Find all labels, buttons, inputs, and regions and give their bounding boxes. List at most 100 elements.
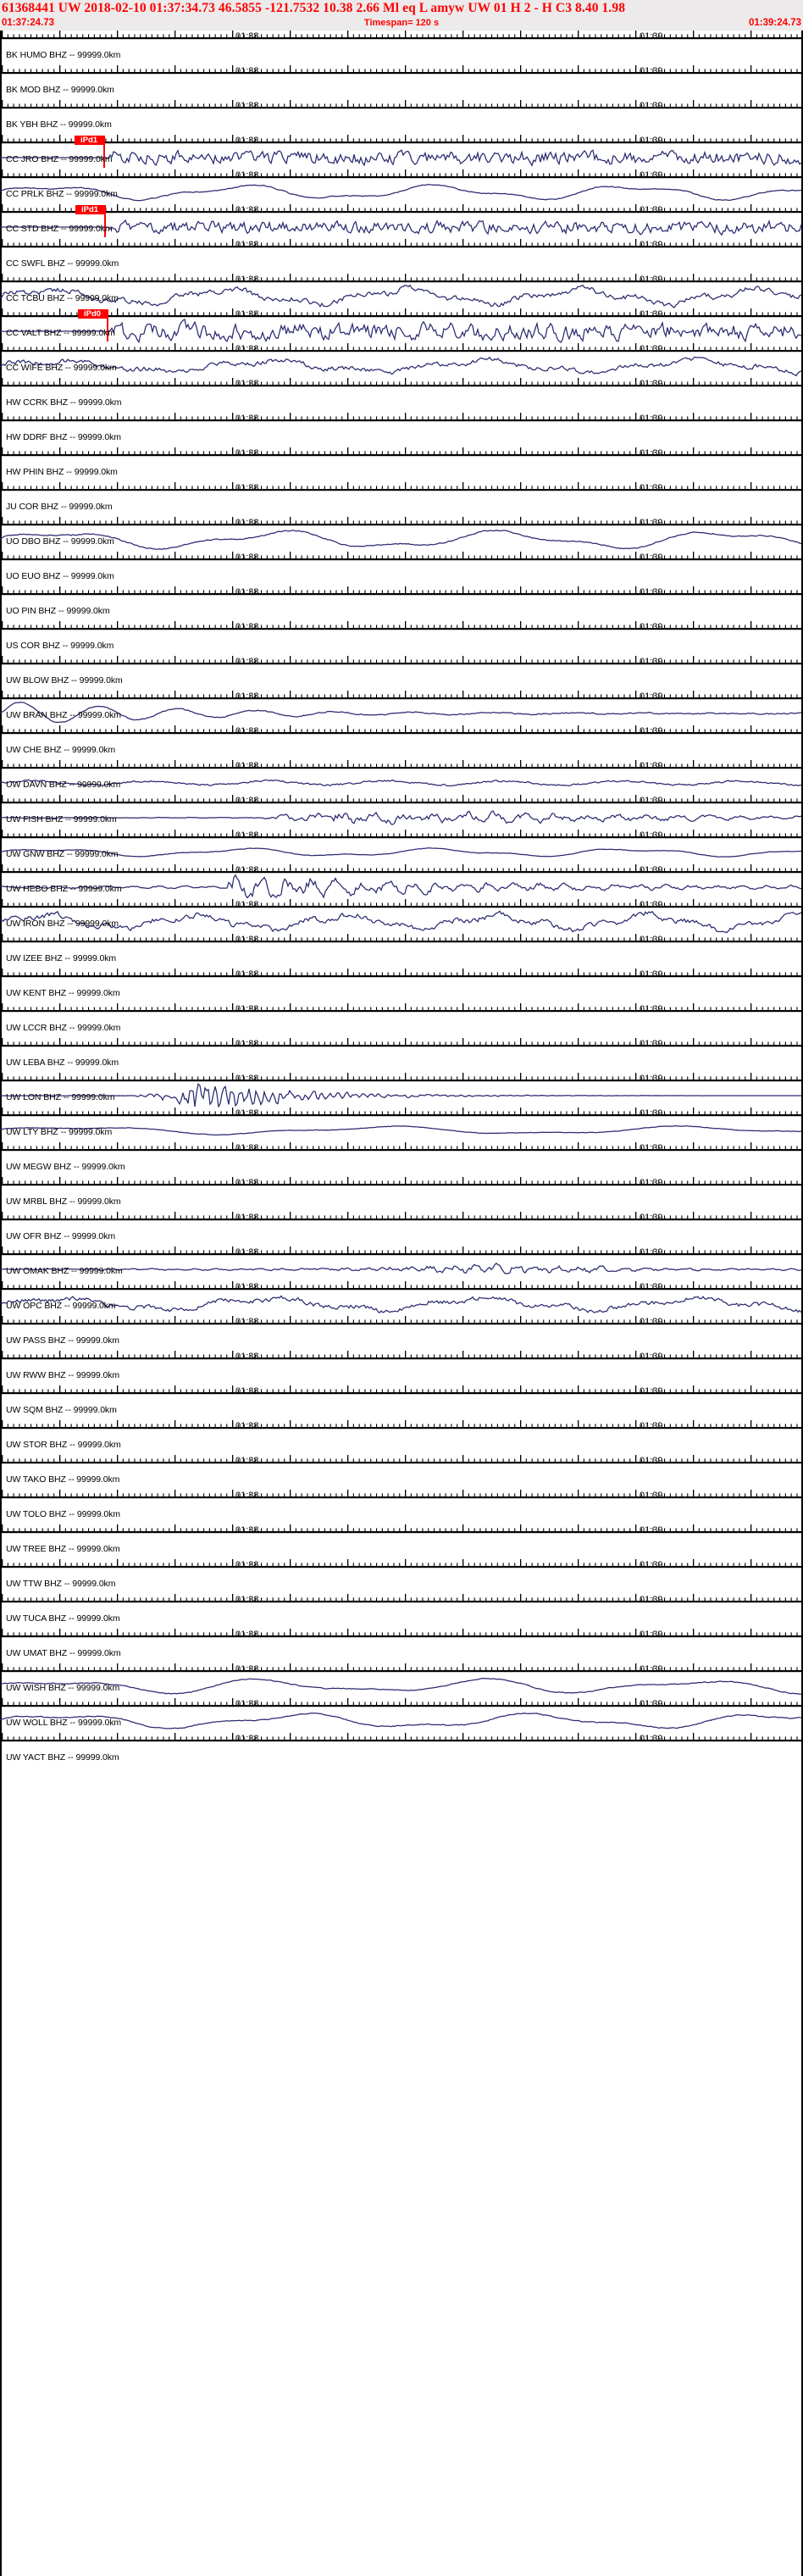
trace-row[interactable]: UO DBO BHZ -- 99999.0km 01:38 01:39 (0, 517, 803, 552)
trace-row[interactable]: UW IRON BHZ -- 99999.0km 01:38 01:39 (0, 899, 803, 934)
time-tick-label: 01:39 (640, 1664, 663, 1674)
trace-row[interactable]: UW CHE BHZ -- 99999.0km 01:38 01:39 (0, 725, 803, 760)
time-tick-label: 01:39 (640, 379, 663, 389)
station-label: CC PRLK BHZ -- 99999.0km (6, 189, 118, 199)
trace-row[interactable]: CC SWFL BHZ -- 99999.0km 01:38 01:39 (0, 239, 803, 274)
time-axis (0, 969, 803, 979)
trace-row[interactable]: CC PRLK BHZ -- 99999.0km 01:38 01:39 (0, 169, 803, 204)
trace-row[interactable]: UW FISH BHZ -- 99999.0km 01:38 01:39 (0, 795, 803, 830)
trace-row[interactable]: UW OPC BHZ -- 99999.0km 01:38 01:39 (0, 1281, 803, 1316)
trace-row[interactable]: UW TTW BHZ -- 99999.0km 01:38 01:39 (0, 1559, 803, 1594)
trace-row[interactable]: UW IZEE BHZ -- 99999.0km 01:38 01:39 (0, 934, 803, 969)
trace-row[interactable]: UW GNW BHZ -- 99999.0km 01:38 01:39 (0, 830, 803, 864)
station-label: US COR BHZ -- 99999.0km (6, 641, 114, 651)
time-axis (0, 552, 803, 562)
trace-row[interactable]: UW RWW BHZ -- 99999.0km 01:38 01:39 (0, 1351, 803, 1385)
time-tick-label: 01:38 (235, 1629, 259, 1640)
trace-row[interactable]: UW BLOW BHZ -- 99999.0km 01:38 01:39 (0, 656, 803, 691)
time-tick-label: 01:38 (235, 1491, 259, 1501)
phase-pick-label[interactable]: iPd0 (78, 309, 107, 319)
trace-row[interactable]: UW LEBA BHZ -- 99999.0km 01:38 01:39 (0, 1038, 803, 1073)
trace-row[interactable]: UW LON BHZ -- 99999.0km 01:38 01:39 (0, 1073, 803, 1108)
trace-row[interactable]: UO PIN BHZ -- 99999.0km 01:38 01:39 (0, 586, 803, 621)
station-label: HW DDRF BHZ -- 99999.0km (6, 432, 121, 442)
trace-row[interactable]: UW WOLL BHZ -- 99999.0km 01:38 01:39 (0, 1698, 803, 1733)
pick-line[interactable] (104, 205, 106, 237)
time-tick-label: 01:38 (235, 1560, 259, 1570)
time-tick-label: 01:39 (640, 1699, 663, 1709)
trace-row[interactable]: UW HEBO BHZ -- 99999.0km 01:38 01:39 (0, 864, 803, 899)
trace-row[interactable]: UW LTY BHZ -- 99999.0km 01:38 01:39 (0, 1108, 803, 1142)
trace-row[interactable]: UW TUCA BHZ -- 99999.0km 01:38 01:39 (0, 1594, 803, 1629)
station-label: UW TUCA BHZ -- 99999.0km (6, 1613, 120, 1624)
trace-row[interactable]: BK MOD BHZ -- 99999.0km 01:38 01:39 (0, 65, 803, 100)
time-axis (0, 204, 803, 214)
time-axis (0, 1559, 803, 1569)
phase-pick-label[interactable]: iPd1 (75, 136, 103, 145)
trace-row[interactable]: UW SQM BHZ -- 99999.0km 01:38 01:39 (0, 1385, 803, 1420)
trace-row[interactable]: UW PASS BHZ -- 99999.0km 01:38 01:39 (0, 1316, 803, 1351)
time-tick-label: 01:39 (640, 1629, 663, 1640)
trace-row[interactable]: CC TCBU BHZ -- 99999.0km 01:38 01:39 (0, 274, 803, 308)
station-label: UW IZEE BHZ -- 99999.0km (6, 953, 117, 963)
time-axis (0, 100, 803, 110)
trace-row[interactable]: UW OMAK BHZ -- 99999.0km 01:38 01:39 (0, 1246, 803, 1281)
trace-row[interactable]: UW WISH BHZ -- 99999.0km 01:38 01:39 (0, 1663, 803, 1698)
trace-row[interactable]: UW LCCR BHZ -- 99999.0km 01:38 01:39 (0, 1003, 803, 1038)
trace-row[interactable]: UW KENT BHZ -- 99999.0km 01:38 01:39 (0, 969, 803, 1003)
station-label: UW IRON BHZ -- 99999.0km (6, 919, 119, 929)
time-tick-label: 01:39 (640, 1317, 663, 1327)
trace-row[interactable]: UW YACT BHZ -- 99999.0km 01:38 01:39 (0, 1733, 803, 1768)
time-axis (0, 656, 803, 666)
time-tick-label: 01:39 (640, 796, 663, 806)
trace-row[interactable]: BK HUMO BHZ -- 99999.0km 01:38 01:39 (0, 31, 803, 65)
station-label: BK HUMO BHZ -- 99999.0km (6, 50, 121, 60)
trace-row[interactable]: BK YBH BHZ -- 99999.0km 01:38 01:39 (0, 100, 803, 135)
trace-row[interactable]: iPd1 CC JRO BHZ -- 99999.0km 01:38 01:39 (0, 135, 803, 169)
trace-row[interactable]: UO EUO BHZ -- 99999.0km 01:38 01:39 (0, 552, 803, 586)
phase-pick-label[interactable]: iPd1 (75, 205, 104, 214)
time-axis (0, 482, 803, 492)
trace-row[interactable]: UW OFR BHZ -- 99999.0km 01:38 01:39 (0, 1212, 803, 1246)
trace-panel[interactable]: BK HUMO BHZ -- 99999.0km 01:38 01:39 BK MOD… (0, 31, 803, 2576)
time-tick-label: 01:38 (235, 657, 259, 667)
trace-row[interactable]: UW UMAT BHZ -- 99999.0km 01:38 01:39 (0, 1629, 803, 1663)
pick-line[interactable] (103, 136, 105, 168)
trace-row[interactable]: UW BRAN BHZ -- 99999.0km 01:38 01:39 (0, 691, 803, 725)
time-axis (0, 934, 803, 944)
time-tick-label: 01:39 (640, 309, 663, 319)
trace-row[interactable]: UW MRBL BHZ -- 99999.0km 01:38 01:39 (0, 1177, 803, 1212)
trace-row[interactable]: UW MEGW BHZ -- 99999.0km 01:38 01:39 (0, 1142, 803, 1177)
trace-row[interactable]: HW DDRF BHZ -- 99999.0km 01:38 01:39 (0, 413, 803, 447)
trace-row[interactable]: iPd1 CC STD BHZ -- 99999.0km 01:38 01:39 (0, 204, 803, 239)
time-tick-label: 01:39 (640, 1421, 663, 1431)
time-tick-label: 01:39 (640, 657, 663, 667)
trace-row[interactable]: UW STOR BHZ -- 99999.0km 01:38 01:39 (0, 1420, 803, 1455)
station-label: UW OMAK BHZ -- 99999.0km (6, 1266, 123, 1276)
time-tick-label: 01:38 (235, 483, 259, 493)
trace-row[interactable]: CC WIFE BHZ -- 99999.0km 01:38 01:39 (0, 343, 803, 378)
time-tick-label: 01:39 (640, 101, 663, 111)
time-axis (0, 378, 803, 388)
time-tick-label: 01:38 (235, 1456, 259, 1466)
time-axis (0, 1698, 803, 1708)
trace-row[interactable]: UW DAVN BHZ -- 99999.0km 01:38 01:39 (0, 760, 803, 795)
station-label: UW LON BHZ -- 99999.0km (6, 1092, 115, 1102)
trace-row[interactable]: UW TOLO BHZ -- 99999.0km 01:38 01:39 (0, 1490, 803, 1524)
time-tick-label: 01:39 (640, 1108, 663, 1119)
time-tick-label: 01:39 (640, 900, 663, 910)
station-label: UO PIN BHZ -- 99999.0km (6, 606, 110, 616)
trace-row[interactable]: UW TREE BHZ -- 99999.0km 01:38 01:39 (0, 1524, 803, 1559)
trace-row[interactable]: iPd0 CC VALT BHZ -- 99999.0km 01:38 01:39 (0, 308, 803, 343)
time-tick-label: 01:39 (640, 448, 663, 458)
trace-row[interactable]: HW PHIN BHZ -- 99999.0km 01:38 01:39 (0, 447, 803, 482)
time-tick-label: 01:39 (640, 1004, 663, 1014)
time-tick-label: 01:38 (235, 414, 259, 424)
time-tick-label: 01:39 (640, 935, 663, 945)
pick-line[interactable] (107, 309, 108, 341)
trace-row[interactable]: US COR BHZ -- 99999.0km 01:38 01:39 (0, 621, 803, 656)
trace-row[interactable]: JU COR BHZ -- 99999.0km 01:38 01:39 (0, 482, 803, 517)
trace-row[interactable]: UW TAKO BHZ -- 99999.0km 01:38 01:39 (0, 1455, 803, 1490)
plot-right-border (801, 31, 803, 2576)
trace-row[interactable]: HW CCRK BHZ -- 99999.0km 01:38 01:39 (0, 378, 803, 413)
